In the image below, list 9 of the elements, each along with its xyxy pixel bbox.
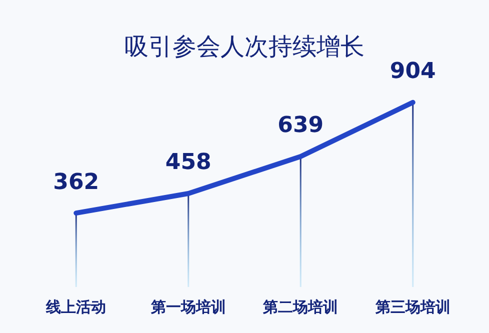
x-tick-label: 第一场培训 — [150, 298, 226, 316]
data-label: 362 — [53, 170, 100, 195]
x-tick-label: 第三场培训 — [374, 298, 450, 316]
data-label: 904 — [390, 59, 436, 84]
chart-title: 吸引参会人次持续增长 — [124, 32, 364, 61]
data-label: 639 — [278, 113, 324, 138]
x-tick-label: 线上活动 — [45, 298, 106, 316]
x-tick-label: 第二场培训 — [262, 298, 338, 316]
data-label: 458 — [165, 150, 212, 176]
